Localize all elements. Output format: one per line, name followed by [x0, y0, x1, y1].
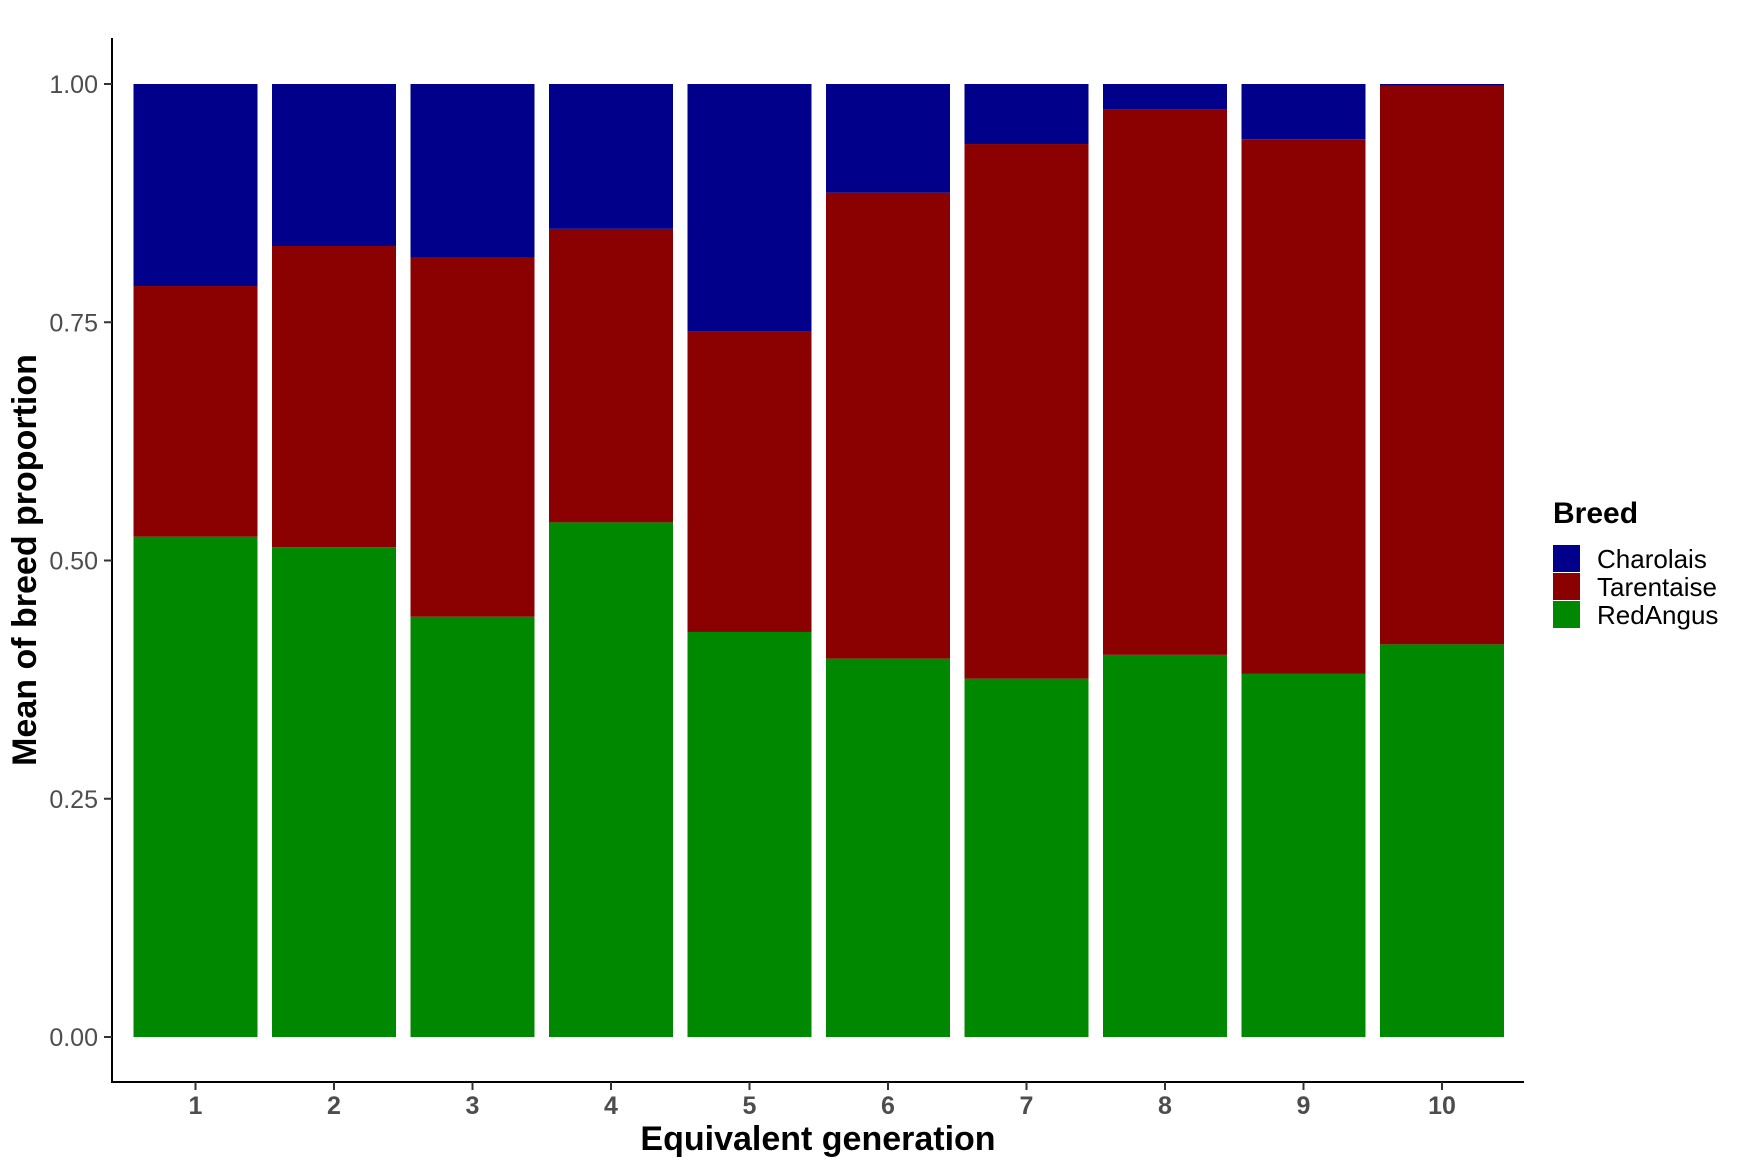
bar-charolais-gen-10: [1380, 84, 1504, 86]
x-tick-label: 2: [327, 1092, 341, 1120]
bar-tarentaise-gen-6: [826, 192, 950, 659]
x-tick-label: 9: [1297, 1092, 1311, 1120]
x-tick-label: 10: [1428, 1092, 1456, 1120]
x-tick-label: 5: [743, 1092, 757, 1120]
y-tick-label: 0.25: [49, 786, 98, 814]
legend-label-tarentaise: Tarentaise: [1597, 572, 1717, 602]
bar-charolais-gen-5: [687, 84, 812, 332]
bar-charolais-gen-7: [964, 84, 1089, 145]
y-tick-label: 0.50: [49, 548, 98, 576]
bar-charolais-gen-6: [826, 84, 950, 193]
bars-layer: [133, 84, 1504, 1037]
y-tick-label: 1.00: [49, 71, 98, 99]
x-axis-ticks: 1 2 3 4 5 6 7 8 9 10: [189, 1082, 1456, 1120]
y-tick-label: 0.00: [49, 1024, 98, 1052]
legend-key-redangus: [1553, 601, 1580, 628]
bar-tarentaise-gen-1: [133, 286, 258, 537]
bar-tarentaise-gen-9: [1241, 139, 1366, 674]
bar-tarentaise-gen-8: [1103, 109, 1227, 655]
bar-redangus-gen-8: [1103, 654, 1227, 1037]
bar-charolais-gen-2: [272, 84, 396, 247]
x-axis-title: Equivalent generation: [640, 1120, 995, 1158]
bar-charolais-gen-9: [1241, 84, 1366, 140]
bar-redangus-gen-5: [687, 631, 812, 1037]
legend-key-tarentaise: [1553, 573, 1580, 600]
legend-key-charolais: [1553, 545, 1580, 572]
x-tick-label: 3: [466, 1092, 480, 1120]
y-axis-title: Mean of breed proportion: [6, 354, 44, 766]
y-tick-label: 0.75: [49, 309, 98, 337]
bar-charolais-gen-3: [410, 84, 535, 258]
bar-tarentaise-gen-4: [549, 228, 673, 523]
bar-tarentaise-gen-10: [1380, 85, 1504, 645]
bar-tarentaise-gen-3: [410, 257, 535, 617]
x-tick-label: 4: [604, 1092, 618, 1120]
bar-charolais-gen-4: [549, 84, 673, 229]
legend-label-redangus: RedAngus: [1597, 600, 1718, 630]
bar-redangus-gen-10: [1380, 644, 1504, 1037]
bar-tarentaise-gen-5: [687, 331, 812, 632]
bar-redangus-gen-7: [964, 678, 1089, 1037]
bar-redangus-gen-6: [826, 658, 950, 1037]
x-tick-label: 8: [1158, 1092, 1172, 1120]
x-tick-label: 1: [189, 1092, 203, 1120]
bar-redangus-gen-1: [133, 536, 258, 1037]
legend-label-charolais: Charolais: [1597, 544, 1707, 574]
legend-title: Breed: [1553, 497, 1638, 530]
bar-charolais-gen-8: [1103, 84, 1227, 110]
bar-charolais-gen-1: [133, 84, 258, 287]
bar-tarentaise-gen-7: [964, 144, 1089, 679]
bar-redangus-gen-4: [549, 522, 673, 1037]
x-tick-label: 7: [1020, 1092, 1034, 1120]
bar-redangus-gen-3: [410, 616, 535, 1037]
y-axis-ticks: 0.00 0.25 0.50 0.75 1.00: [49, 71, 112, 1052]
bar-tarentaise-gen-2: [272, 246, 396, 548]
bar-redangus-gen-9: [1241, 673, 1366, 1037]
x-tick-label: 6: [881, 1092, 895, 1120]
bar-redangus-gen-2: [272, 547, 396, 1037]
